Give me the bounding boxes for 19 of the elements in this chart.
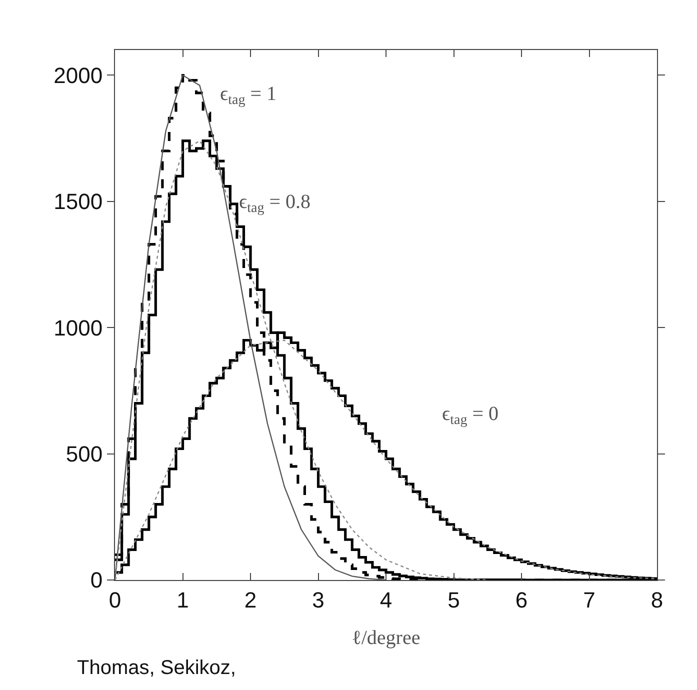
x-tick-label: 4 [380, 587, 392, 612]
x-tick-label: 6 [515, 587, 528, 612]
y-tick-label: 0 [90, 568, 103, 593]
y-tick-label: 1000 [54, 315, 103, 340]
text: Thomas, Sekikoz, [77, 657, 236, 679]
x-tick-label: 2 [244, 587, 257, 612]
annotation: ϵ$_{tag}$ = 0 [442, 403, 498, 428]
x-tick-label: 1 [176, 587, 189, 612]
x-axis-title: ℓ/degree [352, 626, 420, 649]
x-tick-label: 0 [108, 587, 122, 612]
x-tick-label: 5 [448, 587, 460, 612]
y-tick-label: 500 [66, 442, 103, 467]
x-tick-label: 7 [583, 587, 596, 612]
y-tick-label: 1500 [54, 189, 103, 214]
annotation: ϵ$_{tag}$ = 1 [220, 83, 276, 108]
x-tick-label: 3 [312, 587, 324, 612]
annotation: ϵ$_{tag}$ = 0.8 [239, 191, 310, 216]
x-tick-label: 8 [650, 587, 664, 612]
y-tick-label: 2000 [54, 62, 103, 88]
